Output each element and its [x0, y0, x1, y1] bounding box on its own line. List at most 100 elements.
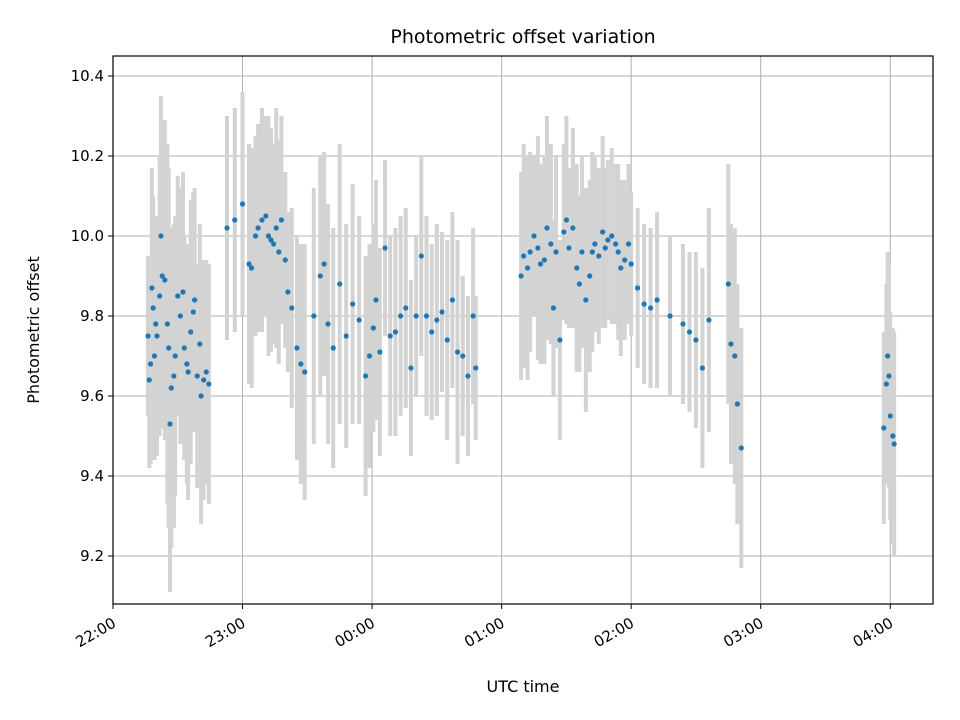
data-point — [553, 249, 559, 255]
data-point — [535, 245, 541, 251]
data-point — [449, 297, 455, 303]
data-point — [255, 225, 261, 231]
data-point — [561, 229, 567, 235]
data-point — [259, 217, 265, 223]
data-point — [605, 237, 611, 243]
data-point — [470, 313, 476, 319]
data-point — [366, 353, 373, 359]
data-point — [268, 237, 274, 243]
data-point — [387, 333, 393, 339]
y-axis-ticks: 9.2 9.4 9.6 9.8 10.0 10.2 10.4 — [71, 67, 113, 565]
data-point — [150, 305, 156, 311]
data-point — [350, 301, 356, 307]
data-point — [158, 233, 164, 239]
data-point — [157, 293, 163, 299]
data-point — [172, 353, 178, 359]
data-point — [885, 353, 891, 359]
data-point — [732, 353, 738, 359]
data-point — [444, 337, 450, 343]
data-point — [524, 265, 531, 271]
y-tick-label: 9.4 — [80, 467, 104, 485]
y-axis-label: Photometric offset — [24, 256, 43, 404]
data-point — [190, 309, 196, 315]
data-point — [725, 281, 731, 287]
chart-title: Photometric offset variation — [390, 26, 655, 48]
data-point — [177, 313, 183, 319]
data-point — [579, 249, 585, 255]
data-point — [883, 381, 889, 387]
data-point — [168, 385, 174, 391]
data-point — [239, 201, 246, 207]
y-tick-label: 9.6 — [80, 387, 104, 405]
data-point — [548, 241, 554, 247]
data-point — [184, 361, 190, 367]
data-point — [181, 345, 187, 351]
data-point — [518, 273, 524, 279]
data-point — [370, 325, 376, 331]
x-axis-label: UTC time — [487, 677, 560, 696]
data-point — [570, 225, 576, 231]
data-point — [273, 225, 279, 231]
data-point — [521, 253, 527, 259]
y-tick-label: 10.2 — [71, 147, 104, 165]
data-point — [373, 297, 379, 303]
data-point — [285, 289, 291, 295]
data-point — [171, 373, 177, 379]
data-point — [566, 245, 572, 251]
data-point — [439, 309, 445, 315]
data-point — [298, 361, 304, 367]
data-point — [192, 297, 198, 303]
data-point — [602, 245, 608, 251]
data-point — [609, 233, 615, 239]
data-point — [454, 349, 461, 355]
data-point — [164, 321, 171, 327]
data-point — [537, 261, 544, 267]
data-point — [337, 281, 343, 287]
data-point — [728, 341, 734, 347]
data-point — [647, 305, 654, 311]
data-point — [162, 277, 168, 283]
data-point — [738, 445, 744, 451]
data-point — [302, 369, 308, 375]
data-point — [198, 393, 204, 399]
data-point — [574, 265, 580, 271]
data-point — [613, 241, 619, 247]
data-point — [403, 305, 409, 311]
data-point — [734, 401, 740, 407]
y-tick-label: 9.8 — [80, 307, 104, 325]
data-point — [317, 273, 323, 279]
data-point — [167, 421, 173, 427]
data-point — [587, 273, 593, 279]
data-point — [544, 225, 550, 231]
data-point — [890, 433, 896, 439]
data-point — [625, 241, 632, 247]
data-point — [473, 365, 479, 371]
data-point — [423, 313, 430, 319]
data-point — [635, 285, 641, 291]
data-point — [252, 233, 259, 239]
data-point — [263, 213, 269, 219]
data-point — [531, 233, 537, 239]
data-point — [289, 305, 295, 311]
data-point — [413, 313, 419, 319]
data-point — [166, 345, 172, 351]
data-point — [382, 245, 388, 251]
data-point — [706, 317, 712, 323]
data-point — [232, 217, 238, 223]
data-point — [408, 365, 414, 371]
data-point — [557, 337, 563, 343]
data-point — [600, 229, 606, 235]
data-point — [667, 313, 673, 319]
data-point — [693, 337, 699, 343]
data-point — [151, 353, 158, 359]
data-point — [550, 305, 557, 311]
data-point — [563, 217, 569, 223]
data-point — [246, 261, 252, 267]
data-point — [465, 373, 471, 379]
y-tick-label: 9.2 — [80, 547, 104, 565]
data-point — [146, 377, 152, 383]
data-point — [596, 253, 602, 259]
data-point — [294, 345, 300, 351]
data-point — [145, 333, 151, 339]
